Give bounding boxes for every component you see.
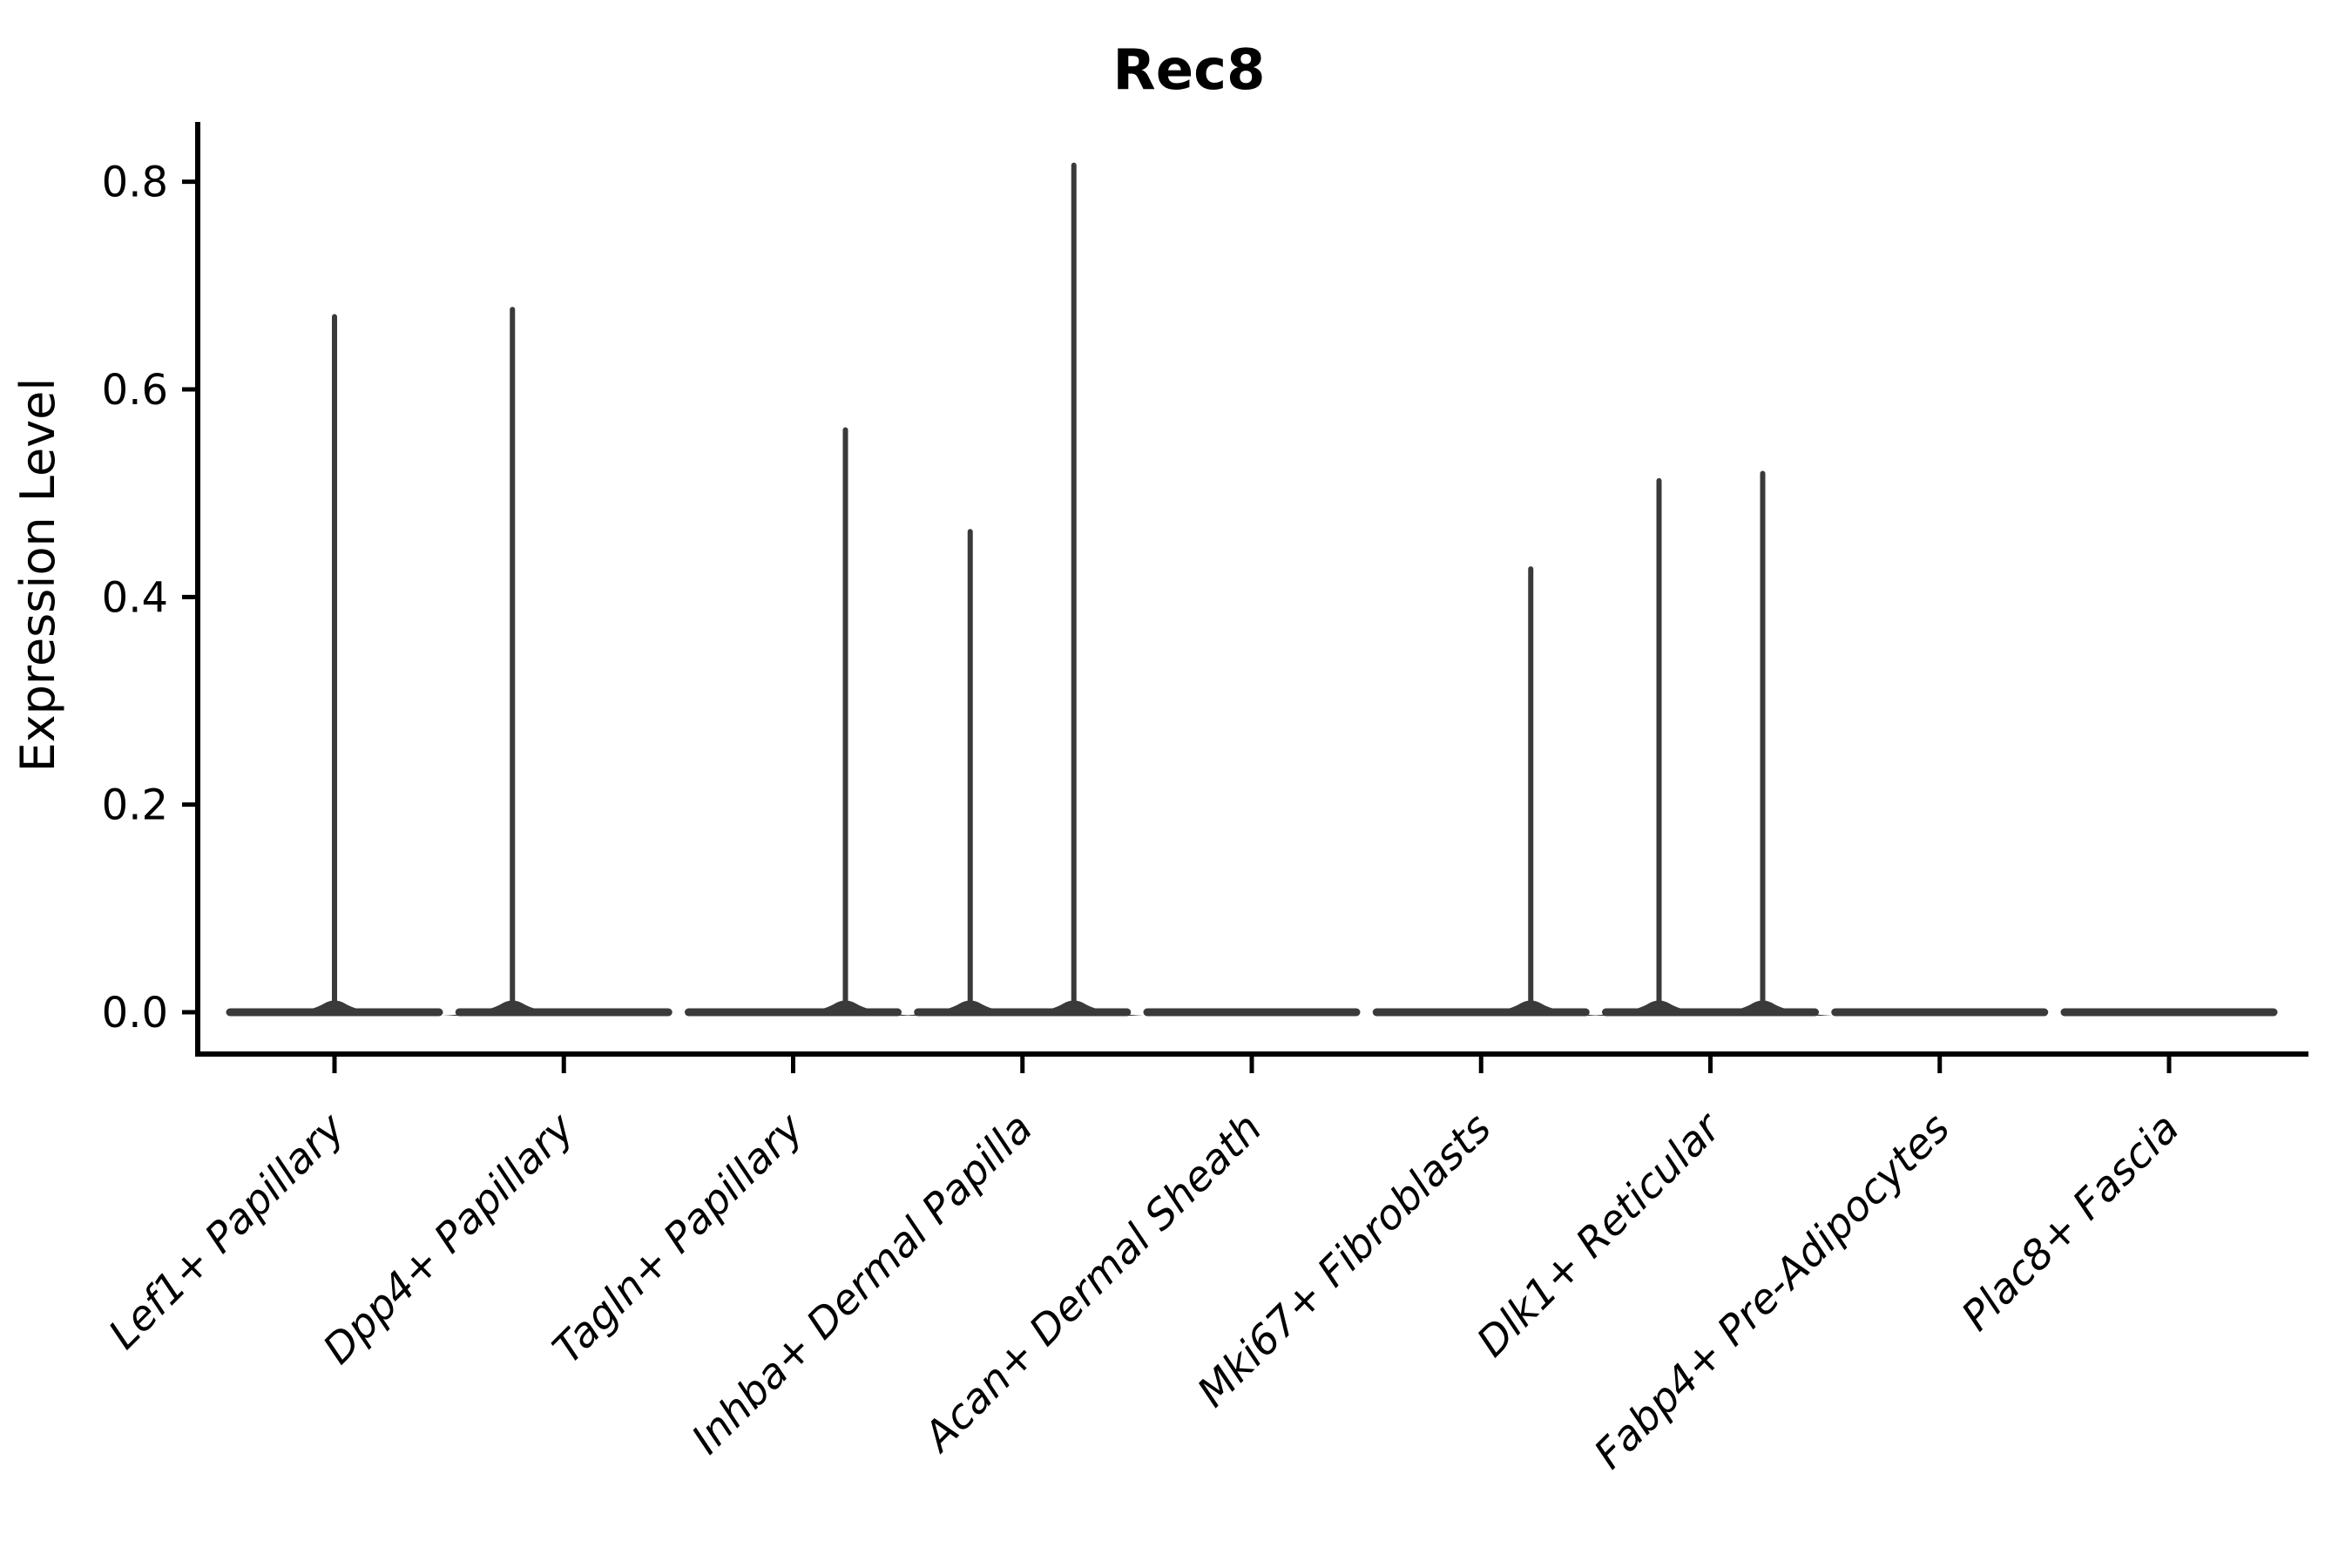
x-tick-label: Tagln+ Papillary bbox=[544, 1104, 814, 1374]
x-tick-label: Lef1+ Papillary bbox=[99, 1104, 355, 1359]
y-tick-label: 0.8 bbox=[102, 159, 168, 207]
y-tick-label: 0.4 bbox=[102, 573, 168, 622]
x-tick-label: Plac8+ Fascia bbox=[1952, 1105, 2188, 1341]
y-axis-ticks: 0.0 0.2 0.4 0.6 0.8 bbox=[102, 159, 198, 1037]
violins bbox=[226, 162, 2278, 1017]
y-axis-label: Expression Level bbox=[10, 378, 65, 773]
x-tick-label: Dpp4+ Papillary bbox=[314, 1104, 585, 1374]
y-tick-label: 0.2 bbox=[102, 781, 168, 830]
chart-title: Rec8 bbox=[1112, 38, 1265, 103]
y-tick-label: 0.6 bbox=[102, 366, 168, 415]
y-tick-label: 0.0 bbox=[102, 989, 168, 1037]
x-tick-label: Dlk1+ Reticular bbox=[1468, 1103, 1732, 1367]
